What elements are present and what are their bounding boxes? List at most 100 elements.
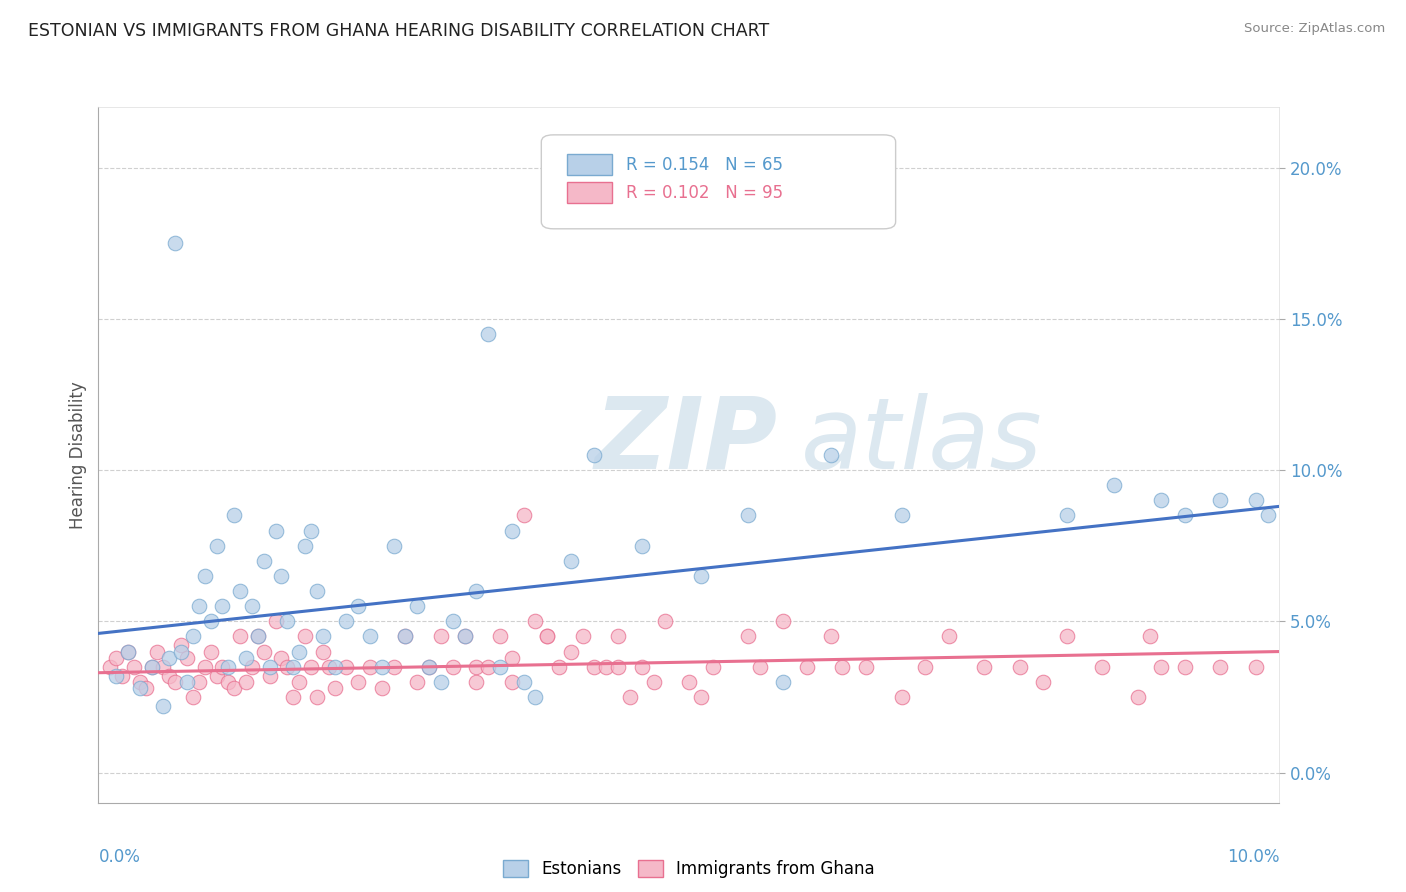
Point [165,674,187,689]
Point [283,659,305,673]
Point [1244,493,1267,508]
Point [187,674,209,689]
Point [938,629,960,643]
Point [235,674,257,689]
Text: ESTONIAN VS IMMIGRANTS FROM GHANA HEARING DISABILITY CORRELATION CHART: ESTONIAN VS IMMIGRANTS FROM GHANA HEARIN… [28,22,769,40]
Point [536,629,558,643]
Point [200,615,222,629]
Point [318,659,340,673]
Point [253,554,276,568]
Point [619,690,641,704]
Point [406,674,429,689]
Point [170,639,193,653]
Point [224,681,246,695]
Point [689,569,711,583]
Point [135,681,157,695]
Point [1091,659,1114,673]
Point [1174,659,1197,673]
Point [1126,690,1149,704]
Point [165,236,187,251]
Point [157,669,180,683]
Text: Source: ZipAtlas.com: Source: ZipAtlas.com [1244,22,1385,36]
Point [548,659,571,673]
Point [831,659,853,673]
Point [224,508,246,523]
Point [259,659,281,673]
Point [246,629,269,643]
Point [128,681,150,695]
Point [235,650,257,665]
Point [128,674,150,689]
Point [371,659,394,673]
Point [512,674,534,689]
FancyBboxPatch shape [541,135,896,229]
Point [394,629,416,643]
Point [105,650,128,665]
Point [654,615,676,629]
Point [630,659,652,673]
Point [607,629,630,643]
Point [176,650,198,665]
Point [583,448,606,462]
Point [152,659,174,673]
Point [259,669,281,683]
Point [430,674,453,689]
Point [305,584,328,599]
Point [270,650,292,665]
Point [157,650,180,665]
Point [382,539,405,553]
Point [501,650,523,665]
Point [288,674,311,689]
Point [200,644,222,658]
Point [122,659,145,673]
Point [418,659,440,673]
Point [205,539,228,553]
Point [501,524,523,538]
Point [152,698,174,713]
Point [394,629,416,643]
Point [772,674,794,689]
Point [820,629,842,643]
Point [146,644,169,658]
Point [1056,629,1078,643]
Point [630,539,652,553]
Point [441,659,464,673]
Point [246,629,269,643]
Point [772,615,794,629]
Point [312,629,335,643]
Point [796,659,818,673]
Point [276,615,298,629]
Point [453,629,475,643]
Point [583,659,606,673]
Point [294,539,316,553]
Point [914,659,936,673]
Point [678,674,700,689]
Point [117,644,139,658]
Point [595,659,617,673]
Point [748,659,770,673]
Point [288,644,311,658]
Point [276,659,298,673]
Point [501,674,523,689]
Point [312,644,335,658]
Point [1209,659,1232,673]
Point [240,659,263,673]
Point [1032,674,1054,689]
Point [737,629,759,643]
Point [176,674,198,689]
Point [1139,629,1161,643]
Point [737,508,759,523]
Text: R = 0.154   N = 65: R = 0.154 N = 65 [626,156,783,174]
Point [98,659,121,673]
Text: ZIP: ZIP [595,392,778,490]
Point [1008,659,1031,673]
Point [524,615,547,629]
Point [702,659,724,673]
Text: R = 0.102   N = 95: R = 0.102 N = 95 [626,184,783,202]
Point [1102,478,1125,492]
Point [217,659,239,673]
Point [560,554,582,568]
Point [382,659,405,673]
Point [406,599,429,614]
Point [1150,659,1173,673]
